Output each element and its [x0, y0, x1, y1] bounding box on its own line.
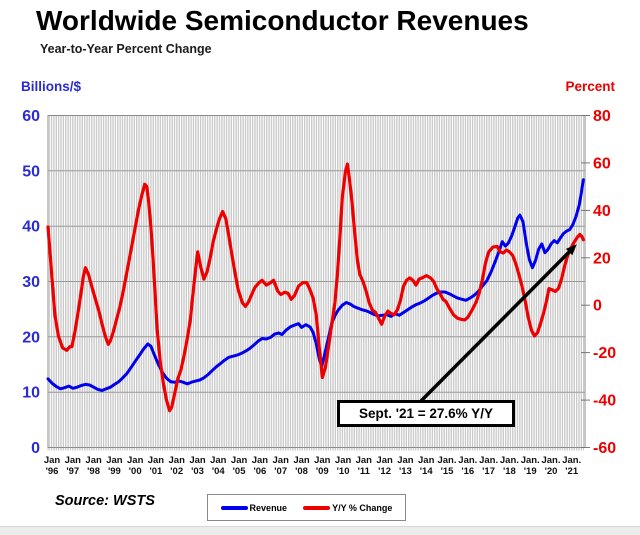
- right-axis-tick-label: -40: [593, 393, 616, 410]
- x-axis-tick-label-month: Jan.: [500, 455, 519, 466]
- page-subtitle: Year-to-Year Percent Change: [40, 42, 212, 56]
- left-axis-tick-label: 10: [22, 385, 40, 402]
- x-axis-tick-label-year: '98: [87, 466, 100, 477]
- revenue-line-swatch: [220, 505, 248, 510]
- annotation-box: Sept. '21 = 27.6% Y/Y: [337, 400, 515, 427]
- yoy-change-line-swatch: [303, 505, 331, 510]
- x-axis-tick-label-month: Jan: [418, 455, 435, 466]
- x-axis-tick-label-month: Jan: [252, 455, 269, 466]
- x-axis-tick-label-year: '99: [108, 466, 121, 477]
- x-axis-tick-label-year: '05: [233, 466, 247, 477]
- left-axis-tick-label: 60: [22, 108, 40, 125]
- x-axis-tick-label-year: '21: [565, 466, 579, 477]
- x-axis-tick-label-month: Jan: [314, 455, 331, 466]
- x-axis-tick-label-year: '03: [191, 466, 204, 477]
- x-axis-tick-label-month: Jan.: [521, 455, 540, 466]
- yoy-change-line: [46, 162, 585, 413]
- right-axis-tick-label: 60: [593, 155, 611, 172]
- x-axis-tick-label-month: Jan: [356, 455, 373, 466]
- x-axis-tick-label-month: Jan: [85, 455, 102, 466]
- left-axis-tick-label: 40: [22, 219, 40, 236]
- bottom-window-edge: [0, 526, 640, 535]
- x-axis-tick-label-year: '20: [545, 466, 558, 477]
- right-axis-tick-label: 40: [593, 203, 611, 220]
- x-axis-tick-label-month: Jan.: [458, 455, 477, 466]
- left-axis-tick-label: 20: [22, 329, 40, 346]
- x-axis-tick-label-year: '14: [420, 466, 434, 477]
- revenue-line: [46, 178, 585, 392]
- right-axis-tick-label: -20: [593, 345, 616, 362]
- x-axis-tick-label-year: '96: [46, 466, 59, 477]
- plot-border: [47, 115, 586, 448]
- right-axis-tick-label: -60: [593, 440, 616, 457]
- x-axis-tick-label-month: Jan: [65, 455, 82, 466]
- legend-box: Revenue Y/Y % Change: [207, 494, 406, 521]
- x-axis-tick-label-month: Jan.: [479, 455, 498, 466]
- legend-label-yoy-change: Y/Y % Change: [332, 502, 393, 513]
- left-axis-tick-label: 50: [22, 163, 40, 180]
- x-axis-tick-label-month: Jan: [148, 455, 165, 466]
- x-axis-tick-label-month: Jan: [273, 455, 290, 466]
- annotation-text: Sept. '21 = 27.6% Y/Y: [359, 406, 493, 421]
- x-axis-tick-label-year: '17: [482, 466, 495, 477]
- x-axis-tick-label-month: Jan: [210, 455, 227, 466]
- x-axis-tick-label-year: '04: [212, 466, 226, 477]
- right-axis-unit-label: Percent: [565, 79, 615, 94]
- left-axis-tick-label: 30: [22, 274, 40, 291]
- x-axis-tick-label-year: '16: [461, 466, 474, 477]
- right-axis-tick-label: 20: [593, 250, 611, 267]
- x-axis-tick-label-year: '11: [358, 466, 371, 477]
- x-axis-tick-label-year: '13: [399, 466, 412, 477]
- right-axis-tick-label: 80: [593, 108, 611, 125]
- x-axis-tick-label-year: '00: [129, 466, 142, 477]
- x-axis-tick-label-month: Jan: [44, 455, 61, 466]
- source-text: Source: WSTS: [55, 493, 155, 509]
- annotation-arrow: [419, 244, 577, 403]
- legend-item-yoy-change: Y/Y % Change: [303, 503, 392, 513]
- left-axis-tick-labels: 0 10 20 30 40 50 60: [22, 108, 40, 457]
- x-axis-tick-label-year: '07: [274, 466, 287, 477]
- x-axis-tick-label-month: Jan: [335, 455, 352, 466]
- x-axis-tick-label-month: Jan.: [562, 455, 581, 466]
- vertical-gridlines: [47, 115, 584, 451]
- x-axis-tick-labels: Jan'96Jan'97Jan'98Jan'99Jan'00Jan'01Jan'…: [44, 455, 581, 477]
- right-axis-tick-labels: -60 -40 -20 0 20 40 60 80: [593, 108, 616, 457]
- left-axis-tick-label: 0: [31, 440, 40, 457]
- x-axis-tick-label-month: Jan: [169, 455, 186, 466]
- x-axis-tick-label-month: Jan: [231, 455, 248, 466]
- x-axis-tick-label-year: '12: [378, 466, 391, 477]
- x-axis-tick-label-month: Jan: [376, 455, 393, 466]
- x-axis-tick-label-year: '06: [253, 466, 266, 477]
- x-axis-tick-label-month: Jan: [127, 455, 144, 466]
- x-axis-tick-label-month: Jan: [397, 455, 414, 466]
- x-axis-tick-label-year: '09: [316, 466, 329, 477]
- x-axis-tick-label-year: '18: [503, 466, 516, 477]
- x-axis-tick-label-month: Jan.: [541, 455, 560, 466]
- x-axis-tick-label-month: Jan: [293, 455, 310, 466]
- left-axis-unit-label: Billions/$: [21, 79, 82, 94]
- page-title: Worldwide Semiconductor Revenues: [36, 5, 529, 36]
- x-axis-tick-label-year: '10: [337, 466, 350, 477]
- x-axis-tick-label-year: '97: [66, 466, 79, 477]
- x-axis-tick-label-month: Jan.: [437, 455, 456, 466]
- x-axis-tick-label-month: Jan: [189, 455, 206, 466]
- legend-item-revenue: Revenue: [220, 502, 288, 513]
- right-axis-tick-label: 0: [593, 298, 602, 315]
- x-axis-tick-label-year: '19: [524, 466, 537, 477]
- x-axis-tick-label-year: '01: [149, 466, 163, 477]
- x-axis-tick-label-year: '15: [441, 466, 455, 477]
- right-axis-ticks: [581, 115, 590, 448]
- x-axis-tick-label-month: Jan: [106, 455, 123, 466]
- legend-label-revenue: Revenue: [249, 502, 288, 513]
- x-axis-tick-label-year: '02: [170, 466, 183, 477]
- x-axis-tick-label-year: '08: [295, 466, 308, 477]
